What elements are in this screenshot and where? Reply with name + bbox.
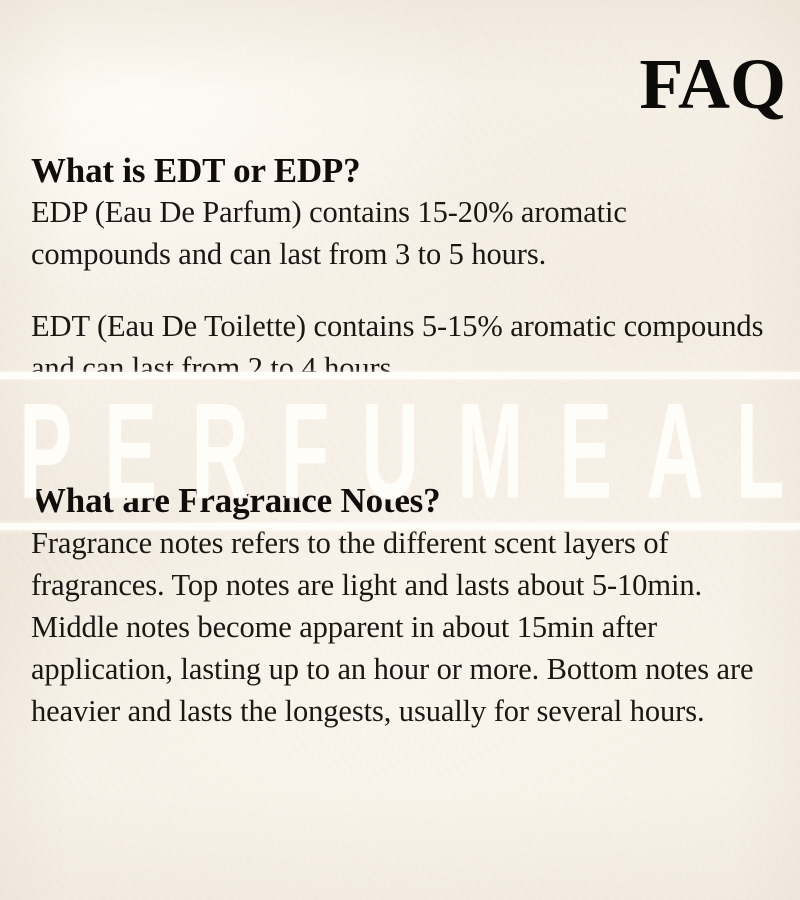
faq-question-2: What are Fragrance Notes? bbox=[31, 481, 441, 521]
faq-question-1: What is EDT or EDP? bbox=[31, 151, 361, 190]
faq-content: What is EDT or EDP? EDP (Eau De Parfum) … bbox=[31, 152, 773, 732]
faq-item-edt-edp: What is EDT or EDP? EDP (Eau De Parfum) … bbox=[31, 152, 773, 389]
faq-answer-2a: Fragrance notes refers to the different … bbox=[31, 525, 754, 728]
faq-answer-1a: EDP (Eau De Parfum) contains 15-20% arom… bbox=[31, 195, 627, 272]
faq-item-fragrance-notes: What are Fragrance Notes? Fragrance note… bbox=[31, 482, 773, 731]
faq-answer-1b: EDT (Eau De Toilette) contains 5-15% aro… bbox=[31, 309, 764, 386]
page-title: FAQ bbox=[639, 44, 786, 124]
